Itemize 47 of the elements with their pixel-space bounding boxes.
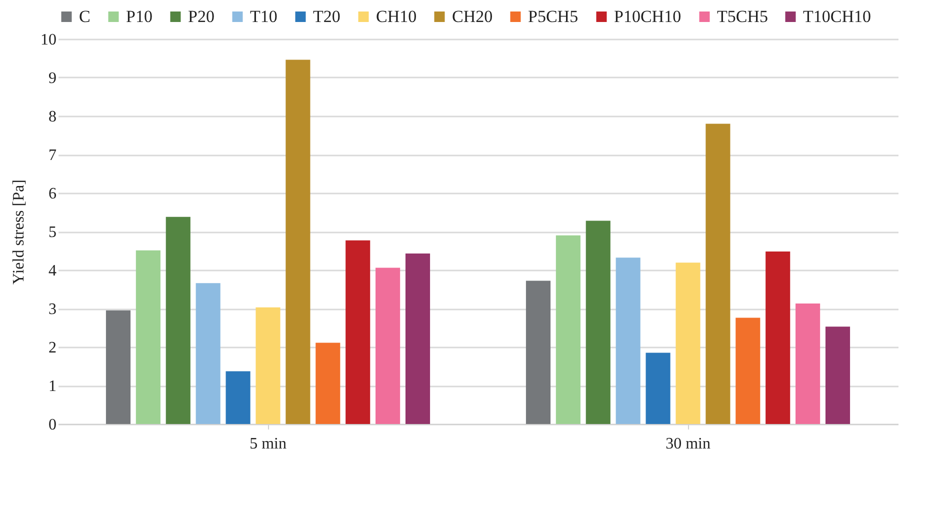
bar [226,371,250,424]
legend-label: C [79,6,90,26]
bar [346,240,370,424]
bar [286,60,310,424]
y-tick-label: 5 [48,224,56,241]
bar [256,307,280,424]
legend-label: T20 [313,6,340,26]
y-axis-title: Yield stress [Pa] [10,180,28,284]
legend-label: T5CH5 [717,6,768,26]
bar [556,235,580,424]
bar [676,262,700,424]
bar [166,216,190,424]
bar [405,253,430,424]
bar [646,352,670,424]
bar [526,280,551,424]
y-tick-label: 8 [48,108,56,126]
y-tick-label: 10 [40,32,56,48]
bar [586,220,610,424]
bar [136,250,160,424]
bar [825,326,850,424]
legend-label: P10CH10 [614,6,682,26]
legend-label: P20 [188,6,214,26]
legend-label: P5CH5 [528,6,578,26]
legend-label: CH10 [376,6,417,26]
x-tick-label: 5 min [250,436,286,452]
y-tick-label: 2 [48,340,56,356]
legend-label: T10 [250,6,278,26]
bar [106,310,131,424]
bar [736,318,760,424]
legend-label: P10 [126,6,152,26]
bar [196,283,220,424]
y-tick-label: 4 [48,262,56,280]
x-tick-label: 30 min [666,436,710,452]
bar [796,303,820,424]
bar [376,268,400,424]
bar [616,258,640,424]
y-tick-label: 9 [48,70,56,87]
y-tick-label: 7 [48,147,56,164]
legend-label: T10CH10 [803,6,871,26]
bar [706,124,730,424]
y-tick-label: 6 [48,186,56,202]
bar [766,252,790,424]
bar [316,342,340,424]
y-tick-label: 0 [48,416,56,434]
legend-label: CH20 [452,6,493,26]
y-tick-label: 1 [48,378,56,395]
y-tick-label: 3 [48,301,56,318]
